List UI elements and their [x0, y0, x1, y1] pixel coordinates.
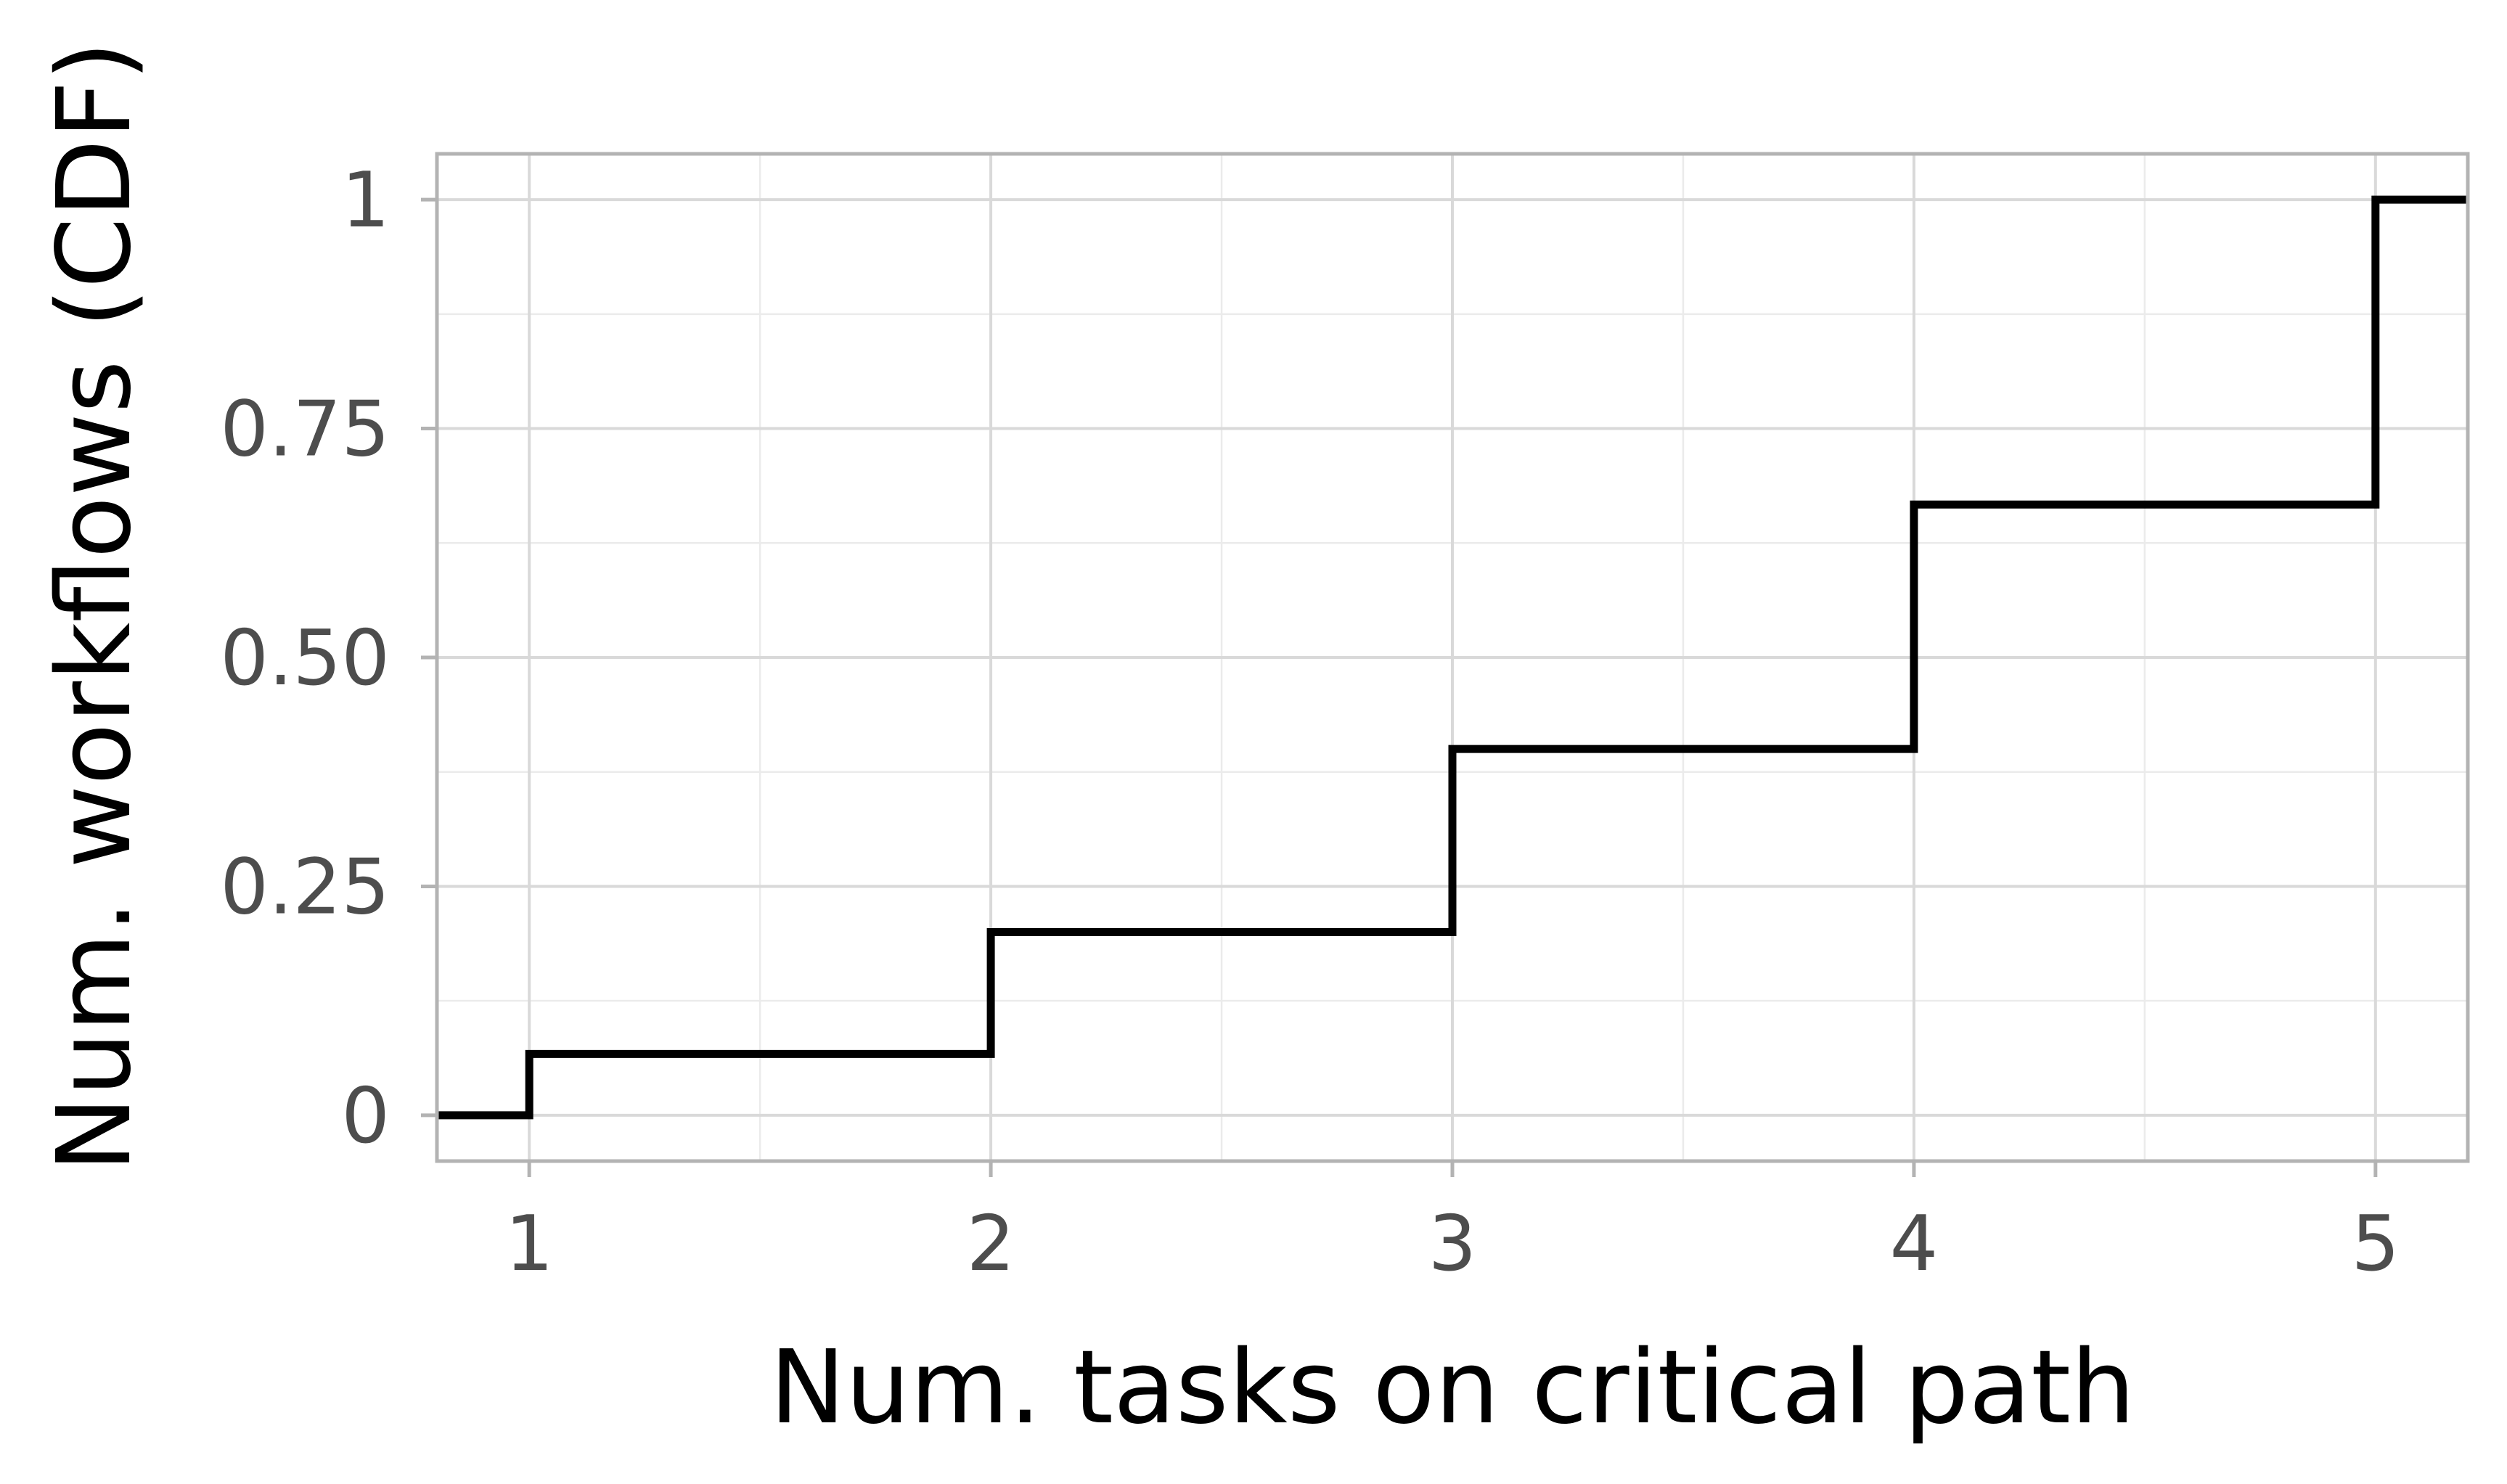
y-axis-title: Num. workflows (CDF)	[36, 41, 154, 1173]
y-tick-label: 0	[341, 1072, 390, 1160]
y-tick-label: 0.50	[220, 614, 390, 702]
x-tick-label: 3	[1428, 1200, 1477, 1288]
y-tick-label: 0.25	[220, 843, 390, 931]
major-gridlines	[437, 154, 2468, 1161]
x-tick-label: 2	[967, 1200, 1015, 1288]
y-tick-label: 1	[341, 156, 390, 245]
y-tick-label: 0.75	[220, 385, 390, 474]
x-tick-label: 4	[1890, 1200, 1939, 1288]
tick-labels: 1 2 3 4 5 0 0.25 0.50 0.75 1	[220, 156, 2400, 1288]
x-axis-title: Num. tasks on critical path	[769, 1329, 2135, 1447]
axis-ticks	[421, 197, 2378, 1177]
x-tick-label: 5	[2351, 1200, 2400, 1288]
series-line-0	[437, 195, 2468, 1120]
series-layer	[437, 195, 2468, 1120]
x-tick-label: 1	[505, 1200, 554, 1288]
